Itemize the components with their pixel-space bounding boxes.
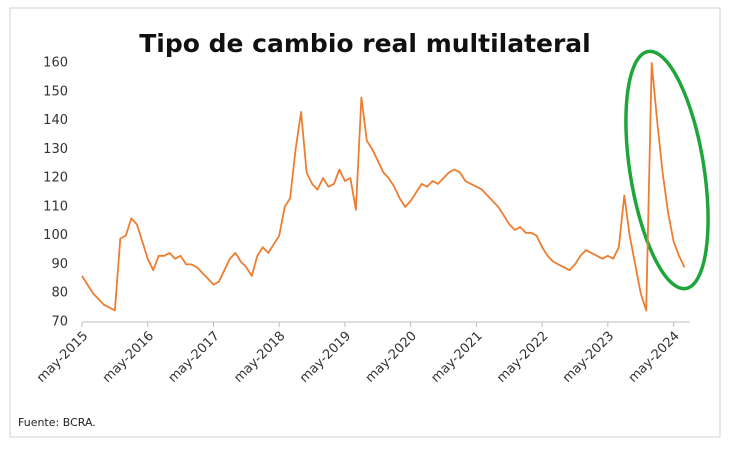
chart-title: Tipo de cambio real multilateral bbox=[139, 29, 591, 58]
y-tick-label: 110 bbox=[43, 199, 68, 214]
highlight-ellipse bbox=[624, 49, 710, 291]
y-tick-label: 80 bbox=[51, 286, 68, 301]
chart-frame bbox=[9, 7, 721, 438]
y-tick-label: 130 bbox=[43, 142, 68, 157]
y-tick-label: 150 bbox=[43, 84, 68, 99]
source: Fuente: BCRA. bbox=[18, 416, 96, 429]
y-tick-label: 160 bbox=[43, 56, 68, 71]
y-tick-label: 90 bbox=[51, 257, 68, 272]
y-tick-label: 140 bbox=[43, 113, 68, 128]
y-tick-label: 100 bbox=[43, 228, 68, 243]
y-tick-label: 120 bbox=[43, 171, 68, 186]
y-tick-label: 70 bbox=[51, 315, 68, 330]
series-line bbox=[81, 62, 686, 312]
